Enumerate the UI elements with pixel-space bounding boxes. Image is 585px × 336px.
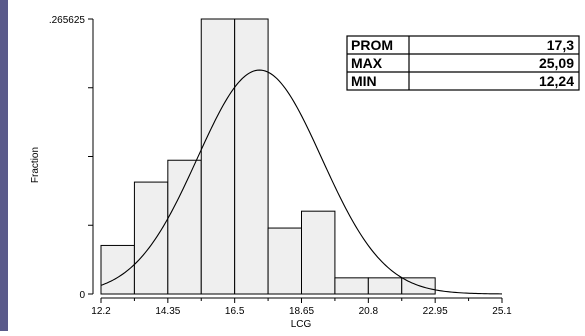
stats-value: 17,3 [547,37,574,53]
x-axis-label: LCG [291,319,312,330]
normal-curve [100,69,503,295]
histogram-bar [133,181,169,295]
histogram-bar [234,18,269,295]
histogram-bar [167,159,202,295]
stats-table-frame [346,35,580,91]
bars-group [100,18,436,295]
stats-label: MIN [351,73,377,89]
x-tick-label: 22.95 [423,306,448,317]
left-strip [0,0,8,331]
y-tick-label: .265625 [49,15,86,26]
histogram-bar [301,210,336,295]
stats-value: 25,09 [539,55,574,71]
histogram-bar [267,227,303,295]
stats-value: 12,24 [539,73,574,89]
histogram-bar [334,277,369,295]
x-tick-label: 25.1 [492,306,512,317]
histogram-bar [200,18,236,295]
x-tick-label: 12.2 [91,306,111,317]
stats-label: MAX [351,55,383,71]
x-tick-label: 20.8 [359,306,379,317]
y-axis-label: Fraction [30,147,41,183]
x-tick-label: 14.35 [155,306,180,317]
axes-group: 12.2 14.35 16.5 18.65 20.8 22.95 25.1 0 .265625 [49,15,512,317]
x-tick-label: 18.65 [289,306,314,317]
histogram-bar [100,244,135,295]
stats-label: PROM [351,37,393,53]
y-tick-label: 0 [79,290,85,301]
x-tick-label: 16.5 [225,306,245,317]
histogram-bar [367,277,403,295]
stats-table: PROM 17,3 MAX 25,09 MIN 12,24 [346,35,580,91]
